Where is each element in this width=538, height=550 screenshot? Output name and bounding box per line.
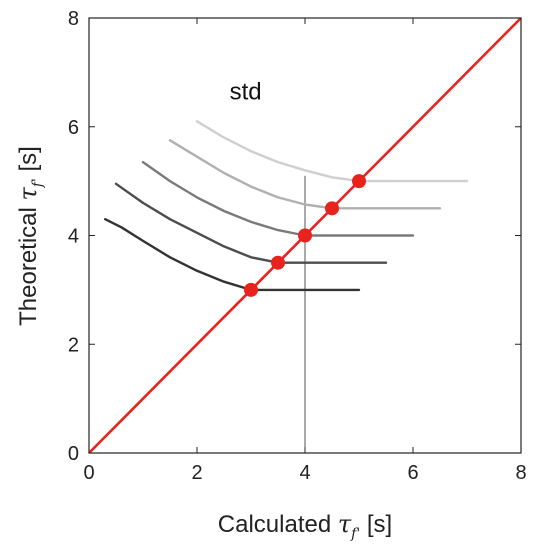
x-tick-label: 0: [83, 462, 94, 484]
x-axis-label-suffix: [s]: [360, 511, 392, 538]
y-tick-label: 4: [68, 226, 79, 248]
tick-layer: 0 2 4 6 8 0 2 4 6 8: [68, 8, 527, 484]
x-axis-label-prefix: Calculated: [218, 511, 338, 538]
series-line-2: [114, 182, 388, 264]
x-tick-label: 6: [407, 462, 418, 484]
y-axis-label-sub: f': [30, 178, 46, 188]
x-axis-label-symbol: τ: [338, 510, 352, 538]
x-axis-label: Calculated τf' [s]: [218, 510, 392, 542]
marker-point-5: [352, 174, 366, 189]
x-tick-label: 8: [515, 462, 526, 484]
annotation-std: std: [230, 79, 262, 106]
series-line-5: [195, 120, 469, 183]
marker-point-3: [298, 228, 312, 243]
series-line-3: [141, 160, 415, 237]
y-tick-label: 8: [68, 8, 79, 30]
marker-point-1: [244, 282, 258, 297]
series-line-4: [168, 139, 442, 210]
x-tick-label: 2: [191, 462, 202, 484]
y-tick-label: 2: [68, 334, 79, 356]
y-tick-label: 0: [68, 443, 79, 465]
marker-point-4: [325, 201, 339, 216]
x-axis-label-sub: f': [350, 526, 360, 542]
series-line-1: [103, 217, 361, 292]
x-tick-label: 4: [299, 462, 310, 484]
y-axis-label: Theoretical τf' [s]: [14, 146, 46, 326]
marker-layer: [244, 174, 366, 297]
y-tick-label: 6: [68, 117, 79, 139]
y-axis-label-prefix: Theoretical: [15, 200, 42, 325]
y-axis-label-suffix: [s]: [15, 146, 42, 178]
y-axis-label-symbol: τ: [14, 186, 42, 200]
marker-point-2: [271, 255, 285, 270]
